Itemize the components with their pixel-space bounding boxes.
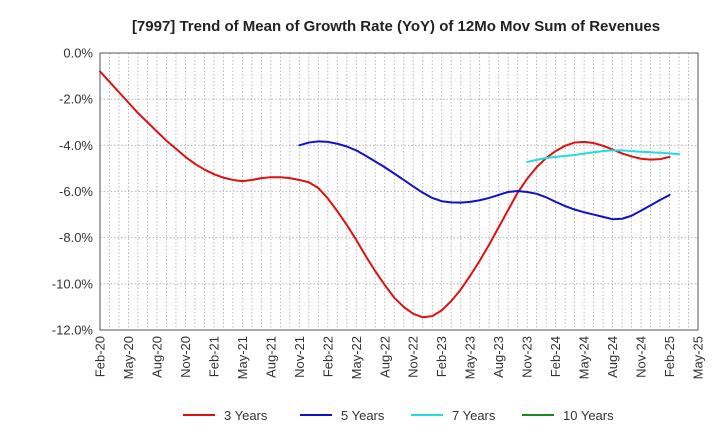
legend-label: 5 Years: [341, 408, 385, 423]
y-tick-label: -2.0%: [59, 92, 93, 107]
x-tick-label: Feb-24: [548, 336, 563, 377]
x-tick-label: May-20: [121, 336, 136, 379]
x-tick-label: May-23: [463, 336, 478, 379]
x-tick-label: May-21: [235, 336, 250, 379]
plot-border: [99, 52, 699, 331]
x-tick-label: Feb-25: [662, 336, 677, 377]
y-tick-label: -4.0%: [59, 138, 93, 153]
y-tick-label: -10.0%: [52, 276, 94, 291]
x-tick-label: Nov-24: [634, 336, 649, 378]
series-line-7-years: [526, 149, 681, 163]
x-tick-label: Nov-21: [292, 336, 307, 378]
legend-label: 3 Years: [224, 408, 268, 423]
x-axis-ticks: Feb-20 May-20 Aug-20 Nov-20 Feb-21 May-21 Aug-…: [93, 336, 706, 379]
x-tick-label: Nov-20: [178, 336, 193, 378]
x-tick-label: Aug-24: [605, 336, 620, 378]
chart-title: [7997] Trend of Mean of Growth Rate (YoY…: [132, 18, 660, 35]
series-line-5-years: [298, 140, 671, 221]
y-tick-label: 0.0%: [63, 46, 93, 61]
y-tick-label: -8.0%: [59, 230, 93, 245]
x-tick-label: Nov-22: [406, 336, 421, 378]
series-layer: [99, 70, 681, 319]
x-tick-label: May-24: [577, 336, 592, 379]
y-axis-ticks: 0.0% -2.0% -4.0% -6.0% -8.0% -10.0% -12.0%: [52, 46, 94, 338]
x-tick-label: Feb-21: [206, 336, 221, 377]
x-tick-label: Feb-22: [320, 336, 335, 377]
x-tick-label: Aug-23: [491, 336, 506, 378]
x-tick-label: Feb-23: [434, 336, 449, 377]
y-tick-label: -12.0%: [52, 323, 94, 338]
legend: 3 Years 5 Years 7 Years 10 Years: [183, 408, 614, 423]
x-tick-label: May-22: [349, 336, 364, 379]
grid: [100, 53, 698, 330]
x-tick-label: Aug-21: [263, 336, 278, 378]
y-tick-label: -6.0%: [59, 184, 93, 199]
x-tick-label: May-25: [691, 336, 706, 379]
x-tick-label: Feb-20: [93, 336, 108, 377]
x-tick-label: Nov-23: [520, 336, 535, 378]
legend-label: 7 Years: [452, 408, 496, 423]
x-tick-label: Aug-22: [377, 336, 392, 378]
legend-label: 10 Years: [563, 408, 614, 423]
series-line-3-years: [99, 70, 671, 319]
x-tick-label: Aug-20: [149, 336, 164, 378]
